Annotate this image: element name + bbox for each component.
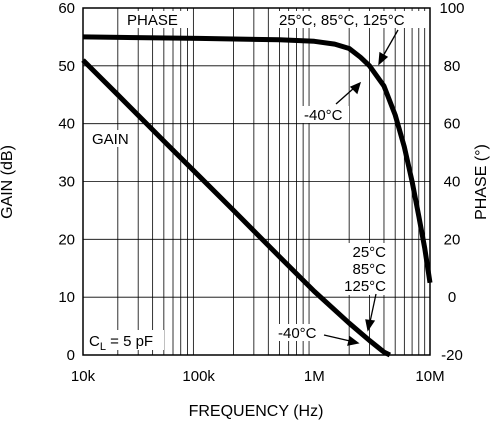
y-tick-label: 50 [58,58,75,75]
y2-tick-label: -20 [441,347,463,364]
load-capacitance-label: CL = 5 pF [89,333,153,353]
phase-temps-label: 25°C, 85°C, 125°C [279,12,405,29]
gain-temp-85: 85°C [352,261,386,278]
gain-minus40-label: -40°C [278,325,317,342]
load-cap-bg [86,330,164,350]
phase-minus40-bg [301,106,349,123]
phase-temps-bg [276,11,426,28]
y2-tick-label: 100 [439,0,464,17]
y-axis-title: GAIN (dB) [0,145,16,219]
gain-temps-bg [336,243,392,295]
phase-minus40-label: -40°C [304,107,343,124]
gain-label-bg [90,130,134,147]
y2-tick-label: 0 [448,289,456,306]
grid [83,8,430,355]
cl-value: = 5 pF [106,333,153,350]
gain-minus40-bg [276,324,324,341]
cl-subscript: L [100,341,106,353]
x-tick-label: 10M [415,368,444,385]
gain-series-line [81,58,392,358]
annotation-arrows [323,29,399,346]
y2-tick-label: 60 [444,116,461,133]
plot-frame [82,7,431,356]
y2-tick-label: 20 [444,231,461,248]
phase-minus40-arrowhead [349,81,362,95]
y-tick-label: 10 [58,289,75,306]
phase-temps-arrow [381,29,399,59]
cl-symbol: C [89,333,100,350]
gain-temps-arrowhead [365,319,376,332]
x-tick-label: 10k [71,368,96,385]
gain-temp-25: 25°C [352,244,386,261]
phase-label-bg [124,11,188,28]
y2-axis-title: PHASE (°) [473,144,490,220]
phase-series-line [82,34,433,284]
x-tick-label: 1M [304,368,325,385]
gain-minus40-arrowhead [347,335,360,346]
y-tick-label: 60 [58,0,75,17]
x-tick-label: 100k [182,368,215,385]
phase-curve-label: PHASE [127,12,178,29]
tick-labels: 10k 100k 1M 10M 0 10 20 30 40 50 60 -20 0 20 40 60 80 100 [58,0,464,385]
gain-temp-125: 125°C [344,278,386,295]
phase-minus40-arrow [335,87,355,105]
y-tick-label: 30 [58,174,75,191]
gain-temps-arrow [369,293,377,323]
y2-tick-label: 80 [444,58,461,75]
y2-tick-label: 40 [444,174,461,191]
gain-minus40-arrow [323,334,351,342]
y-tick-label: 20 [58,231,75,248]
y-tick-label: 0 [67,347,75,364]
series-group [81,34,433,358]
gain-curve-label: GAIN [92,131,129,148]
x-axis-title: FREQUENCY (Hz) [189,403,324,420]
phase-temps-arrowhead [378,51,389,66]
y-tick-label: 40 [58,116,75,133]
